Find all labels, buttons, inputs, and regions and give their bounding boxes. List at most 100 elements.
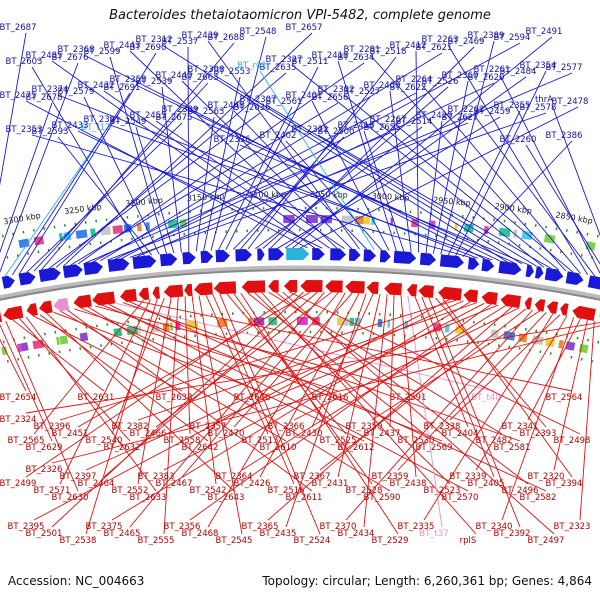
gene-label: BT_2383 bbox=[138, 472, 175, 482]
gene-label-line bbox=[25, 316, 157, 492]
minus-strand-gene bbox=[463, 289, 479, 303]
gene-label-line bbox=[525, 144, 600, 265]
minus-strand-gene bbox=[92, 291, 116, 306]
gene-label-line bbox=[163, 302, 485, 471]
minus-strand-gene bbox=[0, 311, 3, 323]
gene-label: BT_2577 bbox=[546, 63, 583, 73]
gene-label: BT_2320 bbox=[528, 472, 565, 482]
gene-label: BT_2382 bbox=[112, 422, 149, 432]
gene-label-line bbox=[213, 74, 523, 265]
gene-label-line bbox=[122, 302, 521, 442]
gene-label-line bbox=[198, 295, 243, 535]
cog-block-minus bbox=[79, 332, 89, 342]
gene-label-line bbox=[579, 320, 595, 521]
gene-label: BT_2553 bbox=[214, 67, 251, 77]
tick-track-3 bbox=[0, 330, 600, 365]
gene-label: BT_2676 bbox=[52, 53, 89, 63]
gene-label: BT_2264 bbox=[396, 75, 433, 85]
gene-label-line bbox=[46, 313, 235, 492]
gene-label: BT_2548 bbox=[240, 27, 277, 37]
gene-label: BT_2663 bbox=[182, 73, 219, 83]
gene-label-line bbox=[311, 100, 390, 251]
minus-strand-gene bbox=[39, 300, 53, 314]
plus-strand-gene bbox=[348, 248, 361, 261]
gene-label-line bbox=[5, 320, 79, 492]
gene-label-line bbox=[292, 36, 553, 249]
minus-strand-gene bbox=[560, 303, 569, 316]
plus-strand-gene bbox=[544, 267, 564, 282]
gene-label-line bbox=[57, 94, 478, 259]
cog-block-minus bbox=[565, 341, 576, 351]
gene-label: BT_2516 bbox=[268, 486, 305, 496]
gene-label: BT_2430 bbox=[286, 429, 323, 439]
gene-label: BT_2339 bbox=[450, 472, 487, 482]
gene-label: BT_2440 bbox=[156, 71, 193, 81]
cog-block-minus bbox=[20, 342, 29, 352]
gene-label: BT_2281 bbox=[344, 45, 381, 55]
cog-block-plus bbox=[521, 230, 533, 241]
plus-strand-gene bbox=[439, 254, 464, 269]
gene-label: BT_2437 bbox=[364, 429, 401, 439]
cog-block-plus bbox=[100, 226, 111, 236]
gene-label: BT_2579 bbox=[58, 87, 95, 97]
gene-label-line bbox=[241, 305, 506, 471]
minus-strand-gene bbox=[546, 301, 559, 314]
gene-label: BT_2308 bbox=[188, 65, 225, 75]
gene-label: BT_2466 bbox=[130, 429, 167, 439]
gene-label: BT_2353 bbox=[6, 125, 43, 135]
gene-label: BT_2582 bbox=[520, 493, 557, 503]
plus-strand-gene bbox=[481, 258, 495, 272]
gene-label: BT_2358 bbox=[110, 75, 147, 85]
minus-strand-gene bbox=[384, 282, 403, 296]
cog-block-plus bbox=[58, 232, 64, 242]
minus-strand-gene bbox=[406, 284, 418, 297]
gene-label-line bbox=[137, 302, 478, 421]
gene-label-line bbox=[12, 319, 105, 392]
gene-label-line bbox=[25, 291, 297, 478]
gene-label: BT_2497 bbox=[528, 536, 565, 546]
gene-label-line bbox=[19, 52, 157, 274]
gene-label-line bbox=[129, 291, 325, 528]
gene-label: BT_2439 bbox=[182, 31, 219, 41]
plus-strand-gene bbox=[286, 248, 310, 261]
gene-label-line bbox=[31, 134, 471, 258]
gene-label: rplS bbox=[460, 536, 477, 546]
gene-label-line bbox=[99, 52, 443, 262]
gene-label: BT_2545 bbox=[216, 536, 253, 546]
gene-label: BT_2500 bbox=[318, 127, 355, 137]
gene-label: BT_2468 bbox=[182, 529, 219, 539]
gene-label: BT_2420 bbox=[416, 111, 453, 121]
gene-label: BT_2599 bbox=[84, 47, 121, 57]
accession-text: Accession: NC_004663 bbox=[8, 574, 145, 588]
ruler-label: 3100 kbp bbox=[248, 190, 286, 200]
gene-label: BT_2375 bbox=[86, 522, 123, 532]
plus-strand-gene bbox=[268, 248, 285, 261]
plus-strand-gene bbox=[419, 252, 437, 266]
gene-label: BT_2435 bbox=[260, 529, 297, 539]
gene-label: BT_2324 bbox=[0, 415, 36, 425]
gene-label-line bbox=[135, 84, 500, 262]
gene-label-line bbox=[161, 44, 508, 263]
minus-strand-gene bbox=[345, 280, 365, 294]
gene-label: BT_2538 bbox=[60, 536, 97, 546]
gene-label: BT_2491 bbox=[526, 27, 563, 37]
gene-label: BT_r01 bbox=[237, 61, 267, 71]
gene-label-line bbox=[18, 317, 131, 442]
minus-strand-gene bbox=[438, 286, 462, 301]
gene-label-line bbox=[233, 110, 368, 250]
cog-block-minus bbox=[216, 318, 228, 328]
minus-strand-gene bbox=[300, 280, 323, 293]
cog-block-minus bbox=[490, 329, 500, 339]
gene-label: BT_2396 bbox=[34, 422, 71, 432]
gene-label: BT_2261 bbox=[474, 65, 511, 75]
minus-strand-gene bbox=[152, 286, 161, 299]
plus-strand-gene bbox=[215, 249, 230, 263]
gene-label-line bbox=[397, 311, 547, 471]
gene-label: BT_2636 bbox=[234, 103, 271, 113]
gene-label-line bbox=[345, 309, 533, 521]
plus-strand-gene bbox=[363, 249, 377, 262]
gene-label: BT_2528 bbox=[346, 486, 383, 496]
gene-label: BT_2621 bbox=[416, 43, 453, 53]
